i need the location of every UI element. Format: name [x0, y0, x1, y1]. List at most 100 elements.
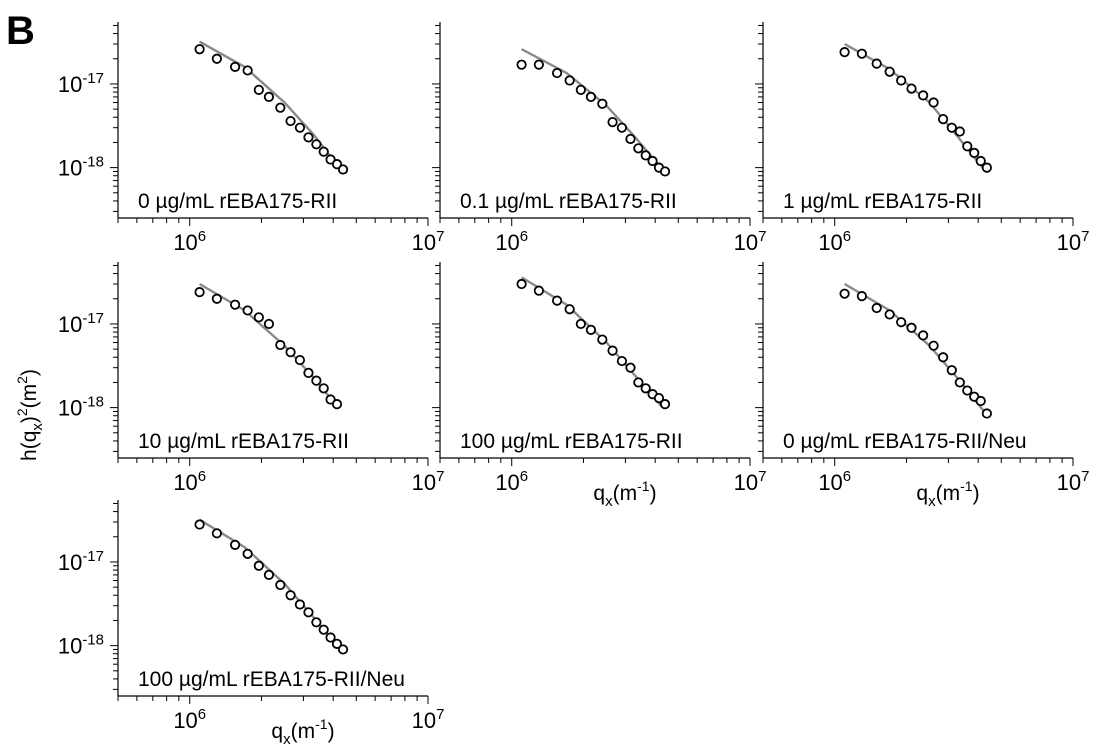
data-point — [331, 638, 343, 649]
data-point — [242, 305, 253, 316]
data-point — [597, 98, 608, 109]
chart-panel: 106 107 0 µg/mL rEBA175-RII/Neu qx(m-1) — [755, 262, 1089, 510]
y-tick-label: 10-17 — [58, 70, 104, 97]
data-point — [946, 122, 957, 133]
data-point — [981, 408, 992, 419]
data-point — [981, 162, 992, 173]
x-tick-label: 107 — [412, 228, 445, 255]
y-axis-title-sup: 2 — [14, 408, 30, 416]
data-point — [918, 90, 929, 101]
x-axis-title: qx(m-1) — [916, 478, 979, 510]
data-point — [633, 143, 644, 154]
chart-panel: 106 107 100 µg/mL rEBA175-RII qx(m-1) — [432, 262, 766, 510]
x-tick-label: 106 — [173, 468, 206, 495]
data-point — [928, 340, 939, 351]
chart-panel: 106 107 0.1 µg/mL rEBA175-RII — [432, 22, 766, 255]
y-axis-title-sub: x — [29, 423, 46, 431]
data-point — [607, 116, 618, 128]
y-axis-title-unit-close: ) — [18, 369, 41, 376]
panel-condition-label: 0 µg/mL rEBA175-RII/Neu — [783, 430, 1027, 453]
data-point — [516, 59, 527, 70]
data-point — [962, 141, 973, 152]
data-point — [229, 539, 241, 550]
chart-panel: 106 107 10-17 10-18 0 µg/mL rEBA175-RII — [58, 22, 445, 255]
data-point — [564, 75, 575, 86]
y-tick-label: 10-17 — [58, 548, 104, 575]
svg-text:h(qx)2(m2): h(qx)2(m2) — [14, 369, 46, 461]
y-tick-label: 10-17 — [58, 310, 104, 337]
data-point — [253, 560, 264, 571]
data-point — [969, 147, 980, 158]
x-tick-label: 106 — [173, 228, 206, 255]
data-point — [975, 155, 986, 167]
panel-condition-label: 100 µg/mL rEBA175-RII — [460, 430, 683, 453]
x-tick-label: 107 — [734, 228, 767, 255]
panel-condition-label: 0 µg/mL rEBA175-RII — [138, 190, 337, 213]
x-tick-label: 107 — [412, 706, 445, 733]
data-point — [551, 295, 563, 306]
data-point — [938, 114, 949, 125]
data-point — [229, 299, 241, 310]
data-point — [906, 322, 917, 333]
data-point — [564, 304, 575, 315]
data-point — [325, 632, 336, 643]
data-point — [856, 291, 867, 302]
chart-panel: 106 107 1 µg/mL rEBA175-RII — [755, 22, 1089, 255]
data-point — [946, 365, 957, 376]
data-point — [229, 61, 241, 72]
x-tick-label: 106 — [495, 468, 528, 495]
data-point — [896, 75, 907, 86]
data-point — [285, 347, 296, 358]
data-point — [318, 146, 329, 157]
x-tick-label: 106 — [818, 468, 851, 495]
x-tick-label: 107 — [412, 468, 445, 495]
data-point — [331, 399, 343, 410]
data-point — [839, 47, 850, 58]
data-point — [625, 362, 636, 373]
data-point — [597, 334, 608, 345]
panel-condition-label: 100 µg/mL rEBA175-RII/Neu — [138, 668, 405, 691]
data-point — [871, 302, 882, 314]
data-point — [294, 122, 306, 133]
x-tick-label: 106 — [818, 228, 851, 255]
data-point — [263, 318, 275, 330]
data-point — [533, 59, 544, 70]
data-point — [856, 48, 867, 59]
data-point — [294, 354, 306, 366]
data-point — [263, 569, 275, 581]
data-point — [640, 383, 651, 394]
x-tick-label: 106 — [495, 228, 528, 255]
data-point — [516, 278, 527, 290]
data-point — [616, 122, 628, 133]
data-point — [616, 355, 628, 367]
data-point — [194, 287, 205, 298]
data-point — [906, 83, 917, 94]
data-point — [918, 330, 929, 341]
chart-panel: 106 107 10-17 10-18 10 µg/mL rEBA175-RII — [58, 262, 445, 495]
y-axis-title-base: h(q — [18, 431, 41, 461]
data-point — [640, 150, 651, 161]
data-point — [659, 399, 671, 410]
data-point — [839, 288, 850, 299]
data-point — [194, 519, 205, 530]
data-point — [318, 624, 329, 635]
data-point — [871, 58, 882, 69]
data-point — [275, 579, 286, 591]
data-point — [938, 352, 949, 363]
data-point — [337, 644, 349, 655]
data-point — [303, 367, 314, 379]
data-point — [585, 91, 597, 103]
x-axis-title: qx(m-1) — [593, 478, 656, 510]
data-point — [194, 44, 205, 55]
data-point — [303, 132, 314, 143]
y-axis-title-unit-open: (m — [18, 384, 41, 409]
data-point — [962, 385, 973, 396]
data-point — [625, 133, 636, 145]
fit-line — [198, 282, 340, 409]
chart-panel: 106 107 10-17 10-18 100 µg/mL rEBA175-RII/Ne… — [58, 500, 445, 748]
data-point — [928, 97, 939, 108]
data-point — [633, 377, 644, 388]
data-point — [533, 285, 544, 296]
